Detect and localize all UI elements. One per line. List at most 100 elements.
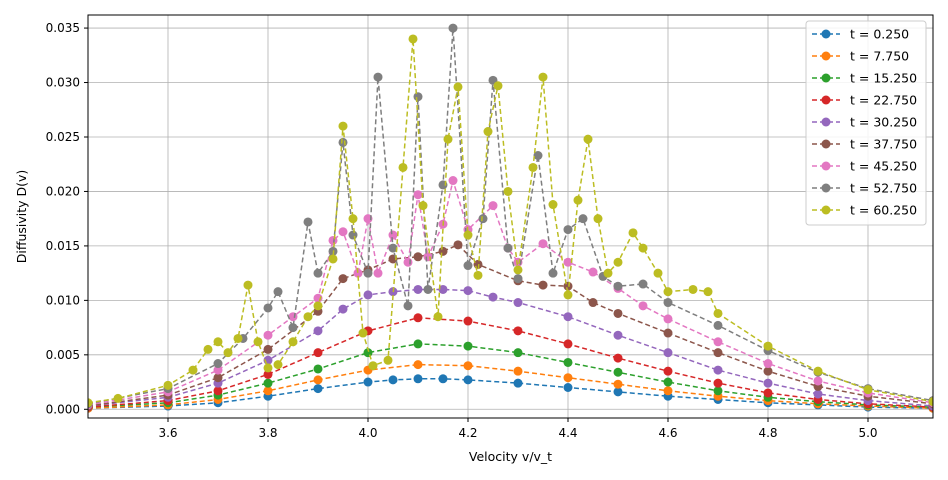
x-tick-label: 4.8 [758,426,777,440]
data-point [338,274,348,284]
data-point [478,214,488,224]
data-point [288,312,298,322]
legend-marker [821,29,831,39]
legend-item: t = 22.750 [812,93,917,108]
data-point [113,393,123,403]
data-point [603,268,613,278]
data-point [588,298,598,308]
data-point [613,281,623,291]
data-point [548,200,558,210]
data-point [358,328,368,338]
data-point [353,268,363,278]
legend-label: t = 60.250 [850,203,917,218]
data-point [338,121,348,131]
data-point [223,348,233,358]
data-point [703,287,713,297]
data-point [273,287,283,297]
data-point [653,268,663,278]
data-point [563,357,573,367]
data-point [503,186,513,196]
data-point [243,280,253,290]
data-point [313,364,323,374]
legend-label: t = 37.750 [850,137,917,152]
legend-item: t = 30.250 [812,115,917,130]
series-line [88,288,933,407]
x-tick-label: 4.4 [558,426,577,440]
data-point [363,290,373,300]
x-tick-label: 4.0 [358,426,377,440]
data-point [538,239,548,249]
legend-item: t = 60.250 [812,203,917,218]
data-point [663,314,673,324]
data-point [233,333,243,343]
axis-ticks: 3.6 3.8 4.0 4.2 4.4 4.6 4.8 5.0 0.000 0.005 0.010 0… [46,21,878,440]
data-point [513,378,523,388]
data-point [423,284,433,294]
legend: t = 0.250 t = 7.750 t = 15.250 t = 22.750 t … [805,20,927,226]
data-point [423,252,433,262]
series-line [88,317,933,408]
data-point [383,355,393,365]
data-point [213,373,223,383]
data-point [398,162,408,172]
data-point [313,326,323,336]
y-axis-label: Diffusivity D(v) [14,170,29,264]
data-point [503,243,513,253]
data-point [463,375,473,385]
legend-marker [821,161,831,171]
legend-marker [821,117,831,127]
data-point [528,162,538,172]
x-tick-label: 3.8 [258,426,277,440]
data-point [513,274,523,284]
data-point [533,151,543,161]
data-point [663,348,673,358]
data-point [863,385,873,395]
data-point [473,270,483,280]
x-axis-label: Velocity v/v_t [469,449,552,464]
data-point [483,127,493,137]
data-point [348,230,358,240]
legend-label: t = 7.750 [850,49,909,64]
legend-item: t = 7.750 [812,49,909,64]
data-point [203,344,213,354]
series-8 [88,34,933,408]
data-point [313,375,323,385]
legend-item: t = 0.250 [812,27,909,42]
data-point [388,230,398,240]
data-point [413,190,423,200]
data-point [628,228,638,238]
data-point [663,377,673,387]
data-point [463,230,473,240]
data-point [453,240,463,250]
data-point [363,377,373,387]
legend-item: t = 15.250 [812,71,917,86]
data-point [438,284,448,294]
legend-label: t = 15.250 [850,71,917,86]
data-point [588,267,598,277]
data-point [408,34,418,44]
data-point [613,308,623,318]
data-point [563,373,573,383]
legend-label: t = 52.750 [850,181,917,196]
data-point [713,348,723,358]
data-point [493,81,503,91]
plot-frame [87,14,934,419]
data-point [613,379,623,389]
data-point [463,341,473,351]
data-point [188,365,198,375]
data-point [213,337,223,347]
data-point [163,380,173,390]
data-point [613,353,623,363]
y-tick-label: 0.010 [46,293,80,307]
data-point [563,312,573,322]
legend-item: t = 52.750 [812,181,917,196]
x-tick-label: 4.2 [458,426,477,440]
data-point [263,303,273,313]
data-point [488,292,498,302]
data-point [263,369,273,379]
data-point [413,313,423,323]
data-point [403,257,413,267]
data-point [578,214,588,224]
